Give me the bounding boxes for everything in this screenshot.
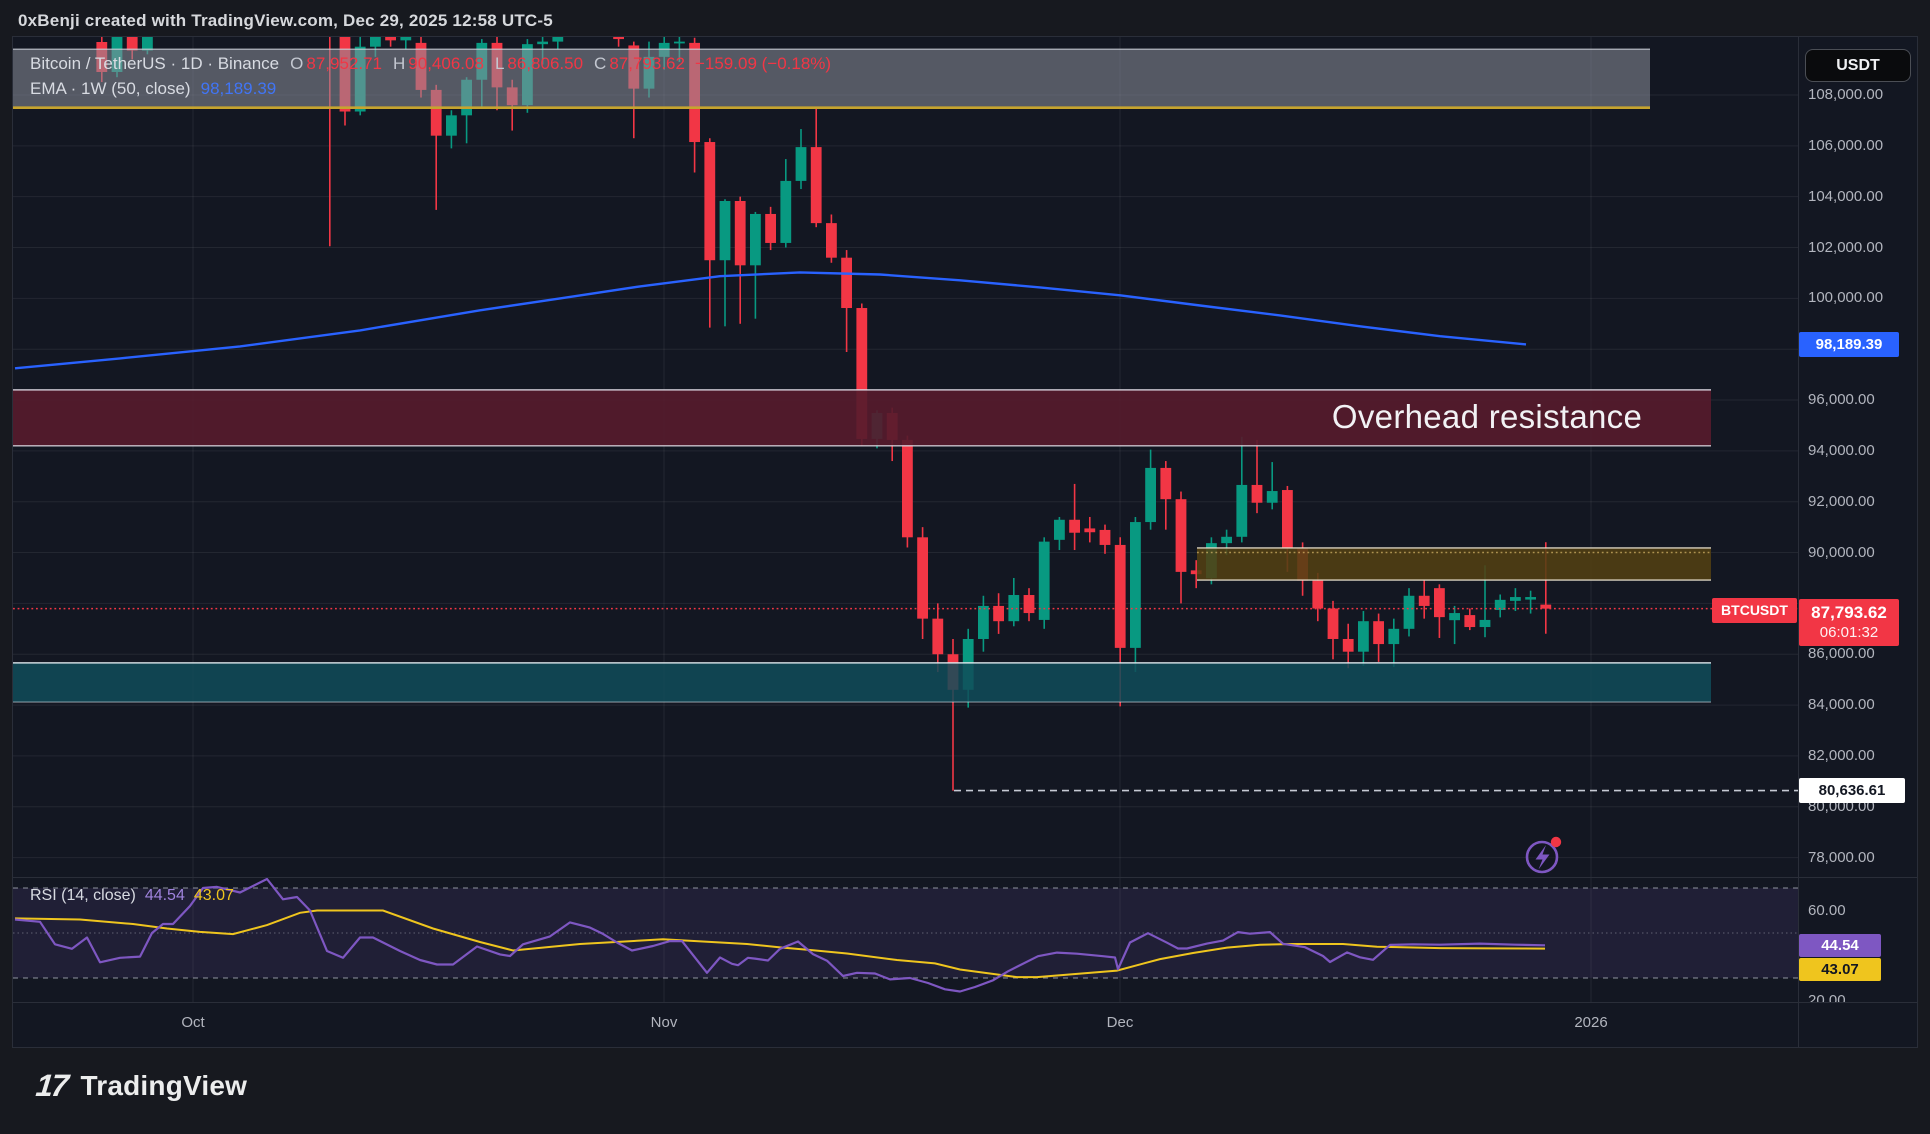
rsi-tick: 20.00 [1808, 991, 1846, 1003]
overhead-resistance-zone [13, 389, 1711, 446]
high-label: H [393, 54, 406, 73]
symbol-tag: BTCUSDT [1712, 597, 1797, 623]
ema-legend[interactable]: EMA · 1W (50, close) 98,189.39 [30, 79, 276, 99]
rsi-value: 44.54 [144, 887, 185, 904]
attribution-text: 0xBenji created with TradingView.com, De… [18, 11, 553, 30]
demand-teal-zone [13, 662, 1711, 703]
last-price-label: 87,793.62 06:01:32 [1799, 598, 1899, 646]
rsi-axis-label: 44.54 [1799, 934, 1881, 958]
ema-title: EMA · 1W (50, close) [30, 79, 191, 98]
low-value: 86,806.50 [507, 54, 584, 73]
change-value: −159.09 (−0.18%) [694, 54, 832, 73]
rsi-axis[interactable]: 60.00 20.00 [1798, 878, 1928, 1003]
high-value: 90,406.08 [408, 54, 484, 73]
rsi-ma-axis-label: 43.07 [1799, 958, 1881, 982]
close-label: C [594, 54, 607, 73]
rsi-line [14, 878, 1546, 993]
last-price-value: 87,793.62 [1811, 603, 1887, 623]
ema-value: 98,189.39 [200, 79, 277, 98]
low-label: L [494, 54, 505, 73]
rsi-ma-line [14, 909, 1546, 979]
open-label: O [290, 54, 304, 73]
tradingview-logo-icon: 17 [34, 1068, 69, 1103]
ema-line [14, 271, 1527, 370]
main-series-legend[interactable]: Bitcoin / TetherUS · 1D · Binance O 87,952… [30, 54, 831, 74]
currency-toggle-button[interactable]: USDT [1805, 49, 1911, 82]
tradingview-logo[interactable]: 17 TradingView [34, 1068, 248, 1104]
overhead-resistance-label[interactable]: Overhead resistance [1331, 398, 1643, 435]
rsi-legend[interactable]: RSI (14, close) 44.54 43.07 [30, 887, 234, 905]
rsi-title: RSI (14, close) [30, 887, 136, 904]
upper-gray-zone [13, 49, 1650, 108]
ema-axis-label: 98,189.39 [1799, 332, 1899, 358]
rsi-ma-value: 43.07 [193, 887, 234, 904]
open-value: 87,952.71 [306, 54, 383, 73]
bar-countdown: 06:01:32 [1819, 624, 1879, 642]
support-level-label: 80,636.61 [1799, 777, 1905, 803]
close-value: 87,793.62 [609, 54, 685, 73]
tradingview-logo-text: TradingView [80, 1070, 248, 1101]
mid-supply-box [1197, 547, 1711, 581]
series-title: Bitcoin / TetherUS · 1D · Binance [30, 54, 280, 73]
lightning-icon [1525, 836, 1562, 874]
rsi-tick: 60.00 [1808, 901, 1846, 919]
